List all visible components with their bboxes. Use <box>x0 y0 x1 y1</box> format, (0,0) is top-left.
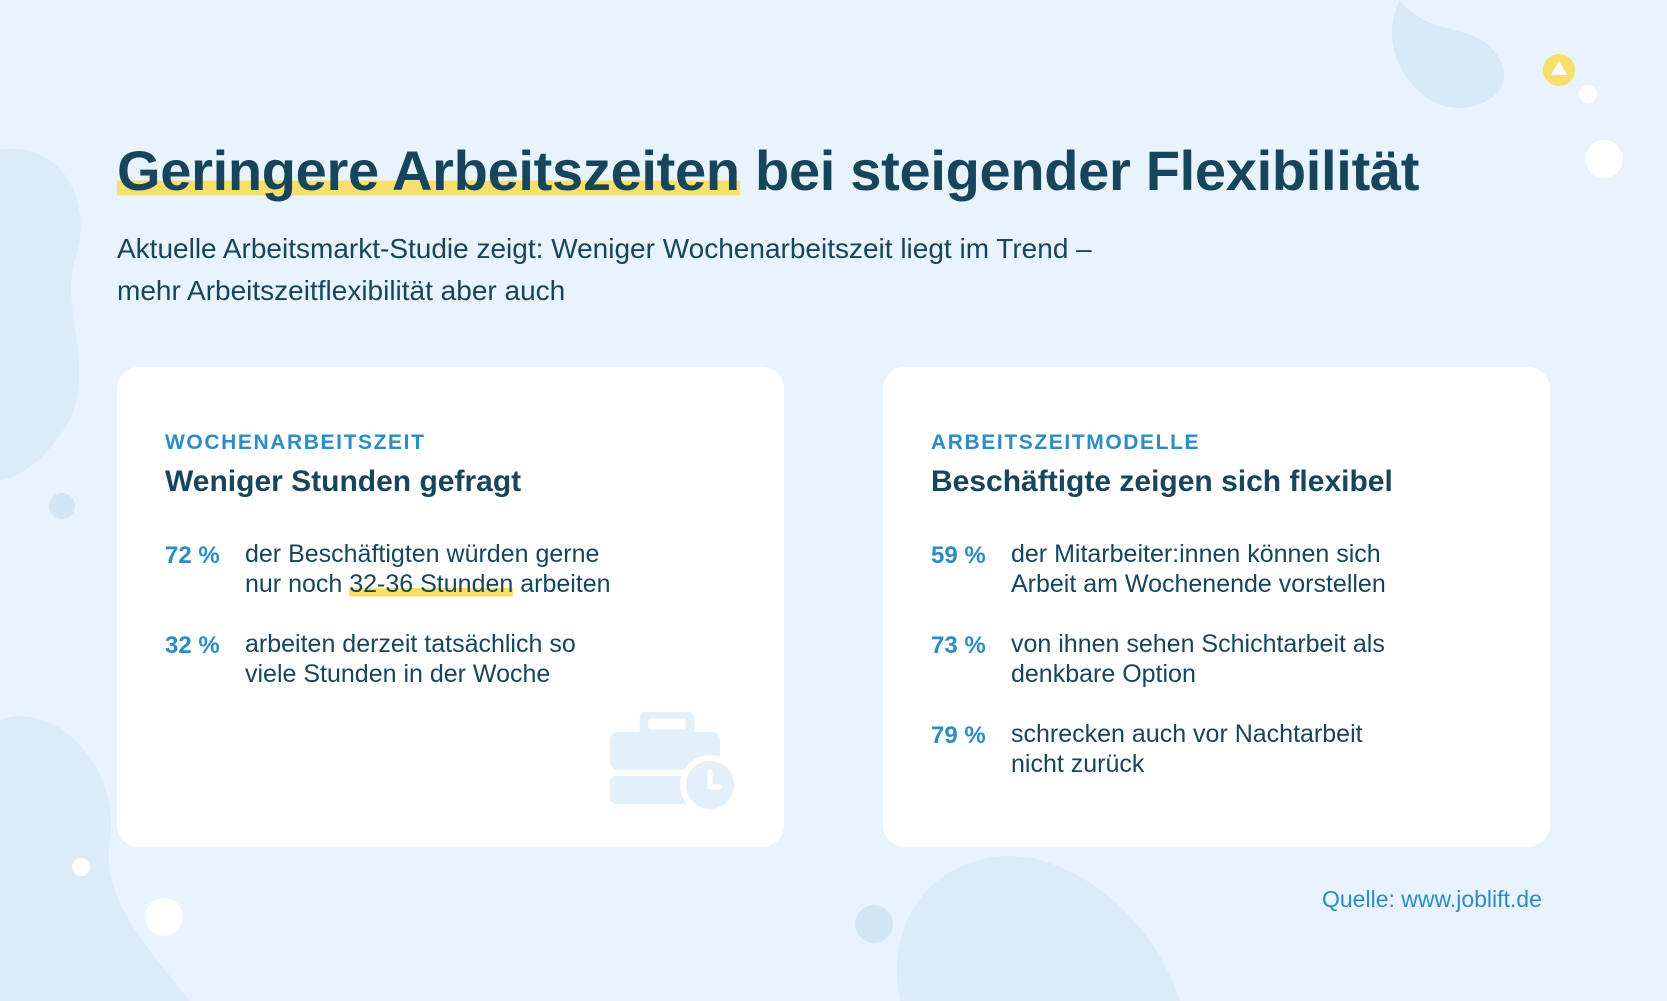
stat-percentage: 79 % <box>931 722 986 749</box>
stat-text-line-1: der Beschäftigten würden gerne <box>245 540 600 568</box>
warning-icon <box>1543 54 1575 86</box>
source-link[interactable]: Quelle: www.joblift.de <box>1322 886 1542 912</box>
page-subtitle: Aktuelle Arbeitsmarkt-Studie zeigt: Weni… <box>117 228 1297 312</box>
stat-percentage: 73 % <box>931 632 986 659</box>
card-wochenarbeitszeit: WOCHENARBEITSZEIT Weniger Stunden gefrag… <box>117 367 784 847</box>
stat-highlight: 32-36 Stunden <box>349 570 514 598</box>
title-highlight: Geringere Arbeitszeiten <box>117 139 740 202</box>
stat-item: 59 % der Mitarbeiter:innen können sich A… <box>931 539 1491 599</box>
stat-text: der Mitarbeiter:innen können sich Arbeit… <box>1011 540 1386 598</box>
stat-text: der Beschäftigten würden gerne nur noch … <box>245 539 611 599</box>
stat-text: von ihnen sehen Schichtarbeit als denkba… <box>1011 630 1385 688</box>
stat-text-line-2-before: nur noch <box>245 570 350 598</box>
card-title: Weniger Stunden gefragt <box>165 465 522 498</box>
stat-list: 72 % der Beschäftigten würden gerne nur … <box>165 539 725 719</box>
subtitle-line-1: Aktuelle Arbeitsmarkt-Studie zeigt: Weni… <box>117 233 1092 264</box>
title-rest: bei steigender Flexibilität <box>739 139 1420 202</box>
stat-text: arbeiten derzeit tatsächlich so viele St… <box>245 630 576 688</box>
stat-item: 73 % von ihnen sehen Schichtarbeit als d… <box>931 629 1491 689</box>
card-kicker: WOCHENARBEITSZEIT <box>165 431 426 454</box>
briefcase-clock-icon <box>610 712 740 815</box>
stat-item: 72 % der Beschäftigten würden gerne nur … <box>165 539 725 599</box>
card-arbeitszeitmodelle: ARBEITSZEITMODELLE Beschäftigte zeigen s… <box>883 367 1550 847</box>
card-kicker: ARBEITSZEITMODELLE <box>931 431 1201 454</box>
card-title: Beschäftigte zeigen sich flexibel <box>931 465 1393 498</box>
stat-text-line-2-after: arbeiten <box>513 570 611 598</box>
stat-percentage: 59 % <box>931 542 986 569</box>
stat-item: 32 % arbeiten derzeit tatsächlich so vie… <box>165 629 725 689</box>
stat-list: 59 % der Mitarbeiter:innen können sich A… <box>931 539 1491 809</box>
stat-text: schrecken auch vor Nachtarbeit nicht zur… <box>1011 720 1363 778</box>
subtitle-line-2: mehr Arbeitszeitflexibilität aber auch <box>117 275 566 306</box>
page-title: Geringere Arbeitszeiten bei steigender F… <box>117 138 1419 203</box>
stat-item: 79 % schrecken auch vor Nachtarbeit nich… <box>931 719 1491 779</box>
stat-percentage: 32 % <box>165 632 220 659</box>
stat-percentage: 72 % <box>165 542 220 569</box>
